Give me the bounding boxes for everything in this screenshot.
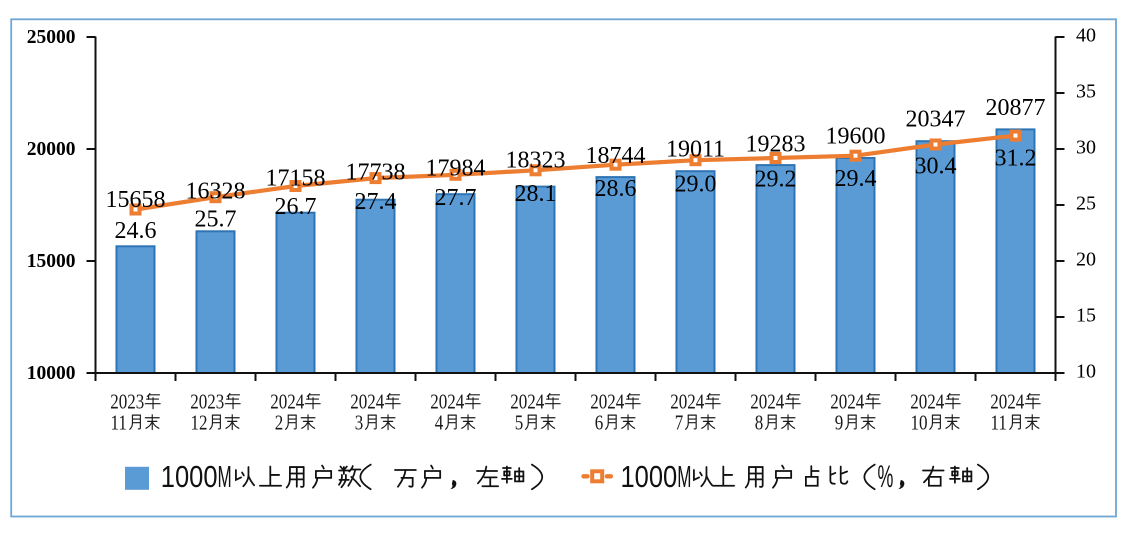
svg-text:28.6: 28.6: [595, 176, 637, 202]
svg-text:M: M: [218, 461, 232, 494]
svg-text:20877: 20877: [986, 95, 1046, 121]
svg-text:31.2: 31.2: [995, 146, 1037, 172]
svg-text:15: 15: [1076, 305, 1096, 327]
svg-text:35: 35: [1076, 81, 1096, 103]
svg-text:30: 30: [1076, 137, 1096, 159]
svg-text:11: 11: [991, 412, 1007, 435]
svg-text:12: 12: [191, 412, 208, 435]
svg-text:25.7: 25.7: [195, 207, 237, 233]
svg-text:19600: 19600: [826, 124, 886, 150]
svg-text:%: %: [878, 460, 894, 494]
svg-text:2024: 2024: [910, 391, 944, 414]
svg-text:1000: 1000: [621, 460, 678, 494]
svg-text:1000: 1000: [161, 460, 218, 494]
svg-text:25000: 25000: [27, 27, 76, 48]
svg-text:2024: 2024: [590, 391, 624, 414]
svg-text:2023: 2023: [110, 391, 144, 414]
svg-text:2: 2: [275, 412, 284, 435]
svg-text:18323: 18323: [506, 148, 566, 174]
svg-text:2023: 2023: [190, 391, 224, 414]
svg-text:40: 40: [1076, 25, 1096, 47]
svg-text:11: 11: [111, 412, 127, 435]
svg-text:2024: 2024: [350, 391, 384, 414]
svg-text:6: 6: [595, 412, 604, 435]
svg-text:27.4: 27.4: [355, 189, 397, 215]
svg-text:30.4: 30.4: [915, 154, 957, 180]
svg-text:16328: 16328: [186, 178, 246, 204]
svg-text:20347: 20347: [906, 107, 966, 133]
svg-text:26.7: 26.7: [275, 194, 317, 220]
svg-text:25: 25: [1076, 193, 1096, 215]
svg-text:15000: 15000: [27, 251, 76, 272]
svg-text:17984: 17984: [426, 155, 486, 181]
svg-text:8: 8: [755, 412, 764, 435]
svg-text:15658: 15658: [106, 187, 166, 213]
svg-text:27.7: 27.7: [435, 185, 477, 211]
svg-text:20: 20: [1076, 249, 1096, 271]
svg-text:18744: 18744: [586, 143, 646, 169]
svg-text:2024: 2024: [750, 391, 784, 414]
svg-text:17158: 17158: [266, 166, 326, 192]
svg-text:2024: 2024: [830, 391, 864, 414]
svg-text:29.4: 29.4: [835, 166, 877, 192]
svg-text:29.2: 29.2: [755, 167, 797, 193]
svg-text:29.0: 29.0: [675, 171, 717, 197]
svg-text:10: 10: [911, 412, 928, 435]
svg-text:2024: 2024: [670, 391, 704, 414]
svg-text:24.6: 24.6: [115, 218, 157, 244]
svg-text:9: 9: [835, 412, 844, 435]
svg-text:7: 7: [675, 412, 684, 435]
svg-text:5: 5: [515, 412, 524, 435]
svg-text:2024: 2024: [510, 391, 544, 414]
svg-text:4: 4: [435, 412, 444, 435]
svg-text:28.1: 28.1: [515, 181, 557, 207]
svg-text:20000: 20000: [27, 139, 76, 160]
svg-text:M: M: [677, 461, 691, 494]
svg-text:19011: 19011: [666, 137, 725, 163]
svg-text:3: 3: [355, 412, 364, 435]
svg-text:17738: 17738: [346, 160, 406, 186]
svg-text:10: 10: [1076, 361, 1096, 383]
svg-text:19283: 19283: [746, 132, 806, 158]
svg-text:10000: 10000: [27, 363, 76, 384]
svg-text:2024: 2024: [430, 391, 464, 414]
svg-text:2024: 2024: [990, 391, 1024, 414]
svg-text:2024: 2024: [270, 391, 304, 414]
